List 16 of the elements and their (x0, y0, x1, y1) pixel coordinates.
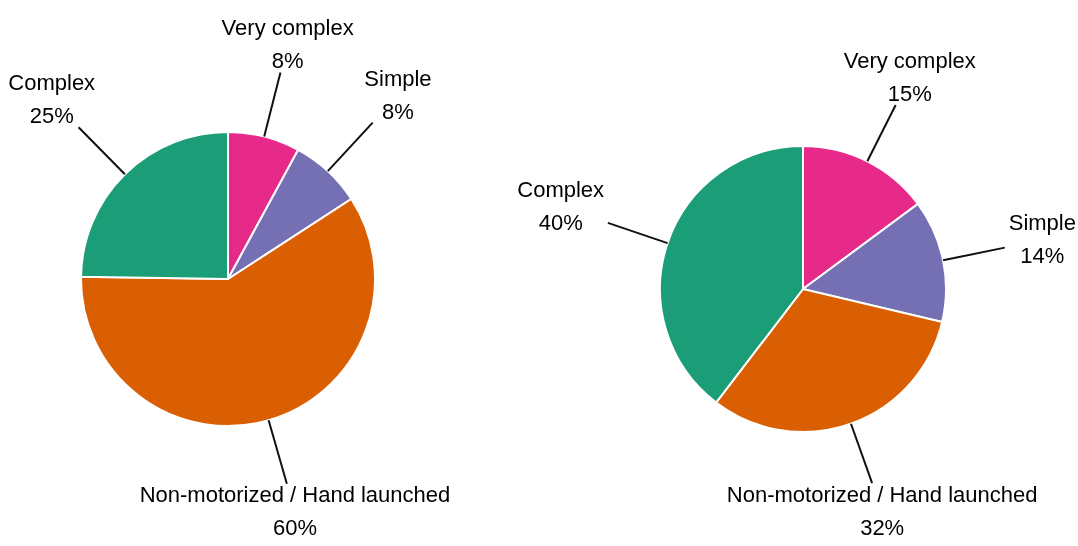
data-label: 25% (29, 103, 74, 129)
slice-label: Non-motorized / Hand launched (139, 482, 451, 508)
data-label: 32% (860, 514, 905, 540)
data-label: 8% (271, 47, 304, 73)
slice-label: Complex (517, 177, 605, 203)
data-label: 40% (538, 210, 583, 236)
data-label: 15% (887, 80, 932, 106)
slice-label: Complex (8, 70, 96, 96)
data-label: 14% (1020, 243, 1065, 269)
slice-label: Simple (1008, 210, 1076, 236)
data-label: 60% (272, 515, 317, 541)
slice-label: Non-motorized / Hand launched (726, 481, 1038, 507)
slice-label: Very complex (221, 14, 354, 40)
slice-label: Simple (364, 65, 432, 91)
slice-label: Very complex (843, 47, 976, 73)
data-label: 8% (382, 98, 414, 124)
